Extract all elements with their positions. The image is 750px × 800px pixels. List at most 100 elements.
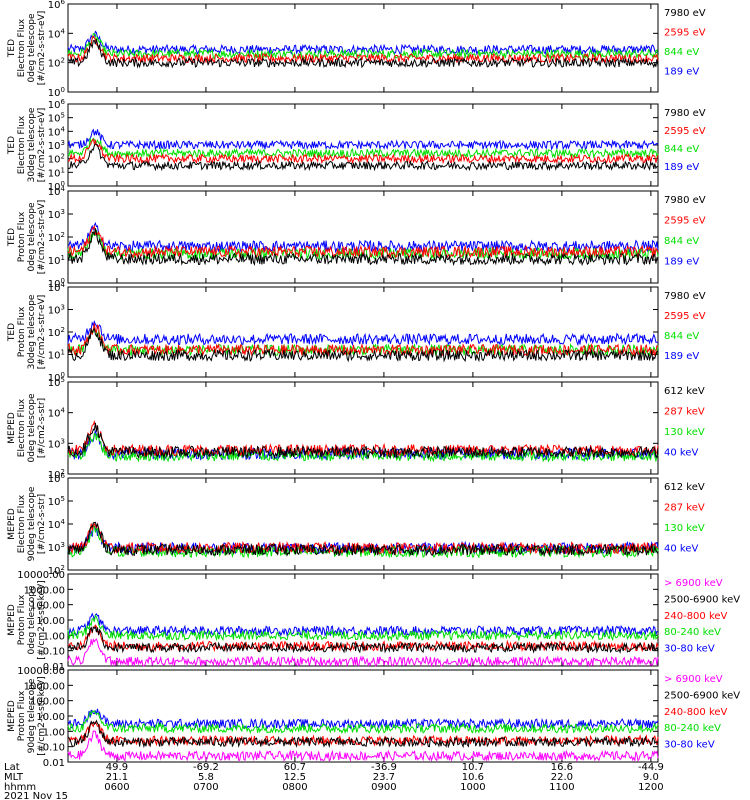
- series-7980-ev: [67, 39, 659, 69]
- y-tick-label: 102: [48, 326, 65, 339]
- series-7980-ev: [67, 228, 659, 267]
- x-tick-label: 1100: [549, 782, 574, 793]
- legend-80-240-kev: 80-240 keV: [664, 723, 721, 734]
- x-tick-label: 23.7: [373, 772, 395, 783]
- legend-80-240-kev: 80-240 keV: [664, 627, 721, 638]
- y-tick-label: 101: [48, 254, 65, 267]
- legend-2500-6900-kev: 2500-6900 keV: [664, 594, 740, 605]
- x-tick-label: 5.8: [198, 772, 214, 783]
- y-tick-label: 104: [48, 125, 66, 138]
- legend-287-kev: 287 keV: [664, 407, 705, 418]
- x-row-label: MLT: [4, 772, 24, 783]
- y-tick-label: 104: [48, 185, 66, 198]
- y-tick-label: 104: [48, 281, 66, 294]
- x-tick-label: 0600: [104, 782, 129, 793]
- y-tick-label: 104: [48, 407, 66, 420]
- series-189-ev: [67, 128, 659, 151]
- y-axis-label: TEDElectron Flux30deg telescope[#/cm2-s-…: [7, 107, 47, 182]
- panel-frame: [67, 286, 659, 378]
- series--6900-kev: [67, 638, 659, 668]
- x-tick-label: 12.5: [284, 772, 306, 783]
- y-tick-label: 103: [48, 541, 65, 554]
- y-tick-label: 104: [48, 518, 66, 531]
- panel-7: 10000.00 1000.00 100.00 10.00 1.00 0.10 0.01 ME…: [7, 570, 740, 673]
- legend-7980-ev: 7980 eV: [664, 291, 706, 302]
- x-row-label: hhmm: [4, 782, 36, 793]
- series-612-kev: [67, 521, 659, 557]
- panel-frame: [67, 477, 659, 571]
- legend-7980-ev: 7980 eV: [664, 8, 706, 19]
- y-tick-label: 100.00: [30, 697, 65, 708]
- legend-612-kev: 612 keV: [664, 386, 705, 397]
- series-7980-ev: [67, 327, 659, 363]
- legend-240-800-kev: 240-800 keV: [664, 707, 728, 718]
- date-label: 2021 Nov 15: [4, 791, 68, 800]
- legend-30-80-kev: 30-80 keV: [664, 740, 715, 751]
- legend-240-800-kev: 240-800 keV: [664, 611, 728, 622]
- legend-844-ev: 844 eV: [664, 236, 699, 247]
- y-tick-label: 10.00: [36, 712, 65, 723]
- series-189-ev: [67, 320, 659, 347]
- series-7980-ev: [67, 143, 659, 172]
- legend-612-kev: 612 keV: [664, 482, 705, 493]
- series-2595-ev: [67, 35, 659, 65]
- y-tick-label: 10000.00: [17, 666, 65, 677]
- legend-30-80-kev: 30-80 keV: [664, 644, 715, 655]
- series-287-kev: [67, 419, 659, 458]
- x-tick-label: 9.0: [643, 772, 659, 783]
- x-tick-label: 21.1: [106, 772, 128, 783]
- series-80-240-kev: [67, 614, 659, 642]
- legend-2595-ev: 2595 eV: [664, 216, 706, 227]
- series-2595-ev: [67, 138, 659, 165]
- y-tick-label: 106: [48, 0, 66, 11]
- y-tick-label: 10000.00: [17, 570, 65, 581]
- x-tick-label: -36.9: [371, 762, 397, 773]
- legend--6900-kev: > 6900 keV: [664, 674, 723, 685]
- y-tick-label: 1.00: [43, 631, 65, 642]
- panel-8: 10000.00 1000.00 100.00 10.00 1.00 0.10 0.01 ME…: [7, 666, 740, 769]
- legend-189-ev: 189 eV: [664, 67, 699, 78]
- series-30-80-kev: [67, 708, 659, 731]
- legend-2500-6900-kev: 2500-6900 keV: [664, 690, 740, 701]
- y-axis-label: MEPEDProton Flux0deg telescope[#/cm2-s-s…: [7, 580, 47, 659]
- y-axis-label: MEPEDElectron Flux90deg telescope[#/cm2-…: [7, 486, 47, 561]
- x-tick-label: 0700: [193, 782, 218, 793]
- y-axis-label: TEDProton Flux30deg telescope[#/cm2-s-st…: [7, 294, 47, 369]
- series-612-kev: [67, 422, 659, 460]
- series-2500-6900-kev: [67, 626, 659, 654]
- y-tick-label: 104: [48, 27, 66, 40]
- x-tick-label: -44.9: [638, 762, 664, 773]
- panel-frame: [67, 381, 659, 475]
- y-tick-label: 103: [48, 437, 65, 450]
- y-tick-label: 0.01: [43, 758, 65, 769]
- legend-844-ev: 844 eV: [664, 47, 699, 58]
- panel-frame: [67, 190, 659, 284]
- x-tick-label: 0900: [371, 782, 396, 793]
- legend-189-ev: 189 eV: [664, 257, 699, 268]
- y-tick-label: 103: [48, 304, 65, 317]
- series-2500-6900-kev: [67, 719, 659, 749]
- y-tick-label: 105: [48, 495, 65, 508]
- legend--6900-kev: > 6900 keV: [664, 578, 723, 589]
- y-tick-label: 100.00: [30, 601, 65, 612]
- y-axis-label: TEDElectron Flux0deg telescope[#/cm2-s-s…: [7, 11, 47, 86]
- series-189-ev: [67, 30, 659, 56]
- y-axis-label: TEDProton Flux0deg telescope[#/cm2-s-str…: [7, 200, 47, 275]
- y-tick-label: 10.00: [36, 616, 65, 627]
- y-tick-label: 0.10: [43, 647, 65, 658]
- x-tick-label: 0800: [282, 782, 307, 793]
- x-tick-label: 1000: [460, 782, 485, 793]
- x-tick-label: -69.2: [193, 762, 219, 773]
- x-tick-label: 22.0: [551, 772, 573, 783]
- y-tick-label: 1000.00: [24, 585, 65, 596]
- legend-844-ev: 844 eV: [664, 144, 699, 155]
- legend-2595-ev: 2595 eV: [664, 311, 706, 322]
- x-tick-label: 16.6: [551, 762, 573, 773]
- legend-40-kev: 40 keV: [664, 448, 698, 459]
- series-240-800-kev: [67, 624, 659, 653]
- y-tick-label: 103: [48, 208, 65, 221]
